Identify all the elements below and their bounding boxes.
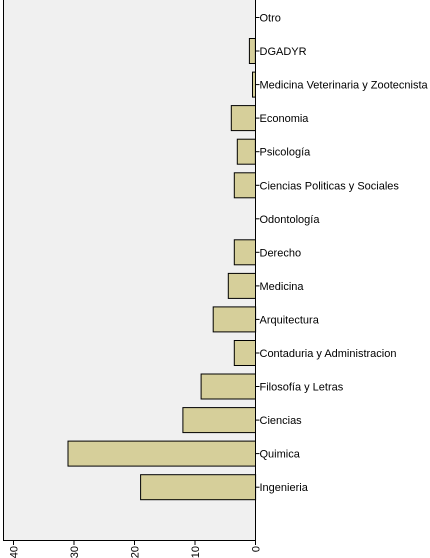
bars-layer: Otro DGADYR Medicina Veterinaria y Zootecn… (67, 13, 429, 501)
bar (236, 138, 256, 165)
category-label: Otro (260, 13, 281, 25)
value-axis-ticks: 0 10 20 30 40 (9, 540, 263, 558)
category-label: Filosofía y Letras (260, 382, 344, 394)
bar (233, 340, 257, 366)
bar (200, 373, 257, 400)
bar (212, 306, 257, 333)
bar (248, 38, 256, 64)
bar (227, 272, 257, 299)
category-label: Quimica (260, 449, 301, 461)
category-label: Derecho (260, 247, 302, 259)
category-label: Ciencias (260, 415, 303, 427)
category-label: Odontología (260, 214, 321, 226)
bar (182, 407, 256, 434)
value-tick-label: 20 (130, 546, 142, 558)
category-label: Ingenieria (260, 482, 309, 494)
category-label: Contaduria y Administracion (260, 348, 397, 360)
category-label: Psicología (260, 147, 312, 159)
value-tick-label: 40 (9, 546, 21, 558)
category-label: Medicina Veterinaria y Zootecnista (260, 80, 429, 92)
category-label: Ciencias Politicas y Sociales (260, 180, 400, 192)
category-label: Arquitectura (260, 314, 320, 326)
value-tick-label: 0 (251, 546, 263, 552)
bar (233, 239, 257, 266)
bar (67, 440, 256, 467)
value-tick-label: 30 (69, 546, 81, 558)
bar (233, 172, 257, 199)
category-label: DGADYR (260, 46, 307, 58)
value-tick-label: 10 (190, 546, 202, 558)
category-label: Economia (260, 113, 310, 125)
bar (230, 105, 257, 132)
category-label: Medicina (260, 281, 305, 293)
bar (140, 474, 257, 501)
